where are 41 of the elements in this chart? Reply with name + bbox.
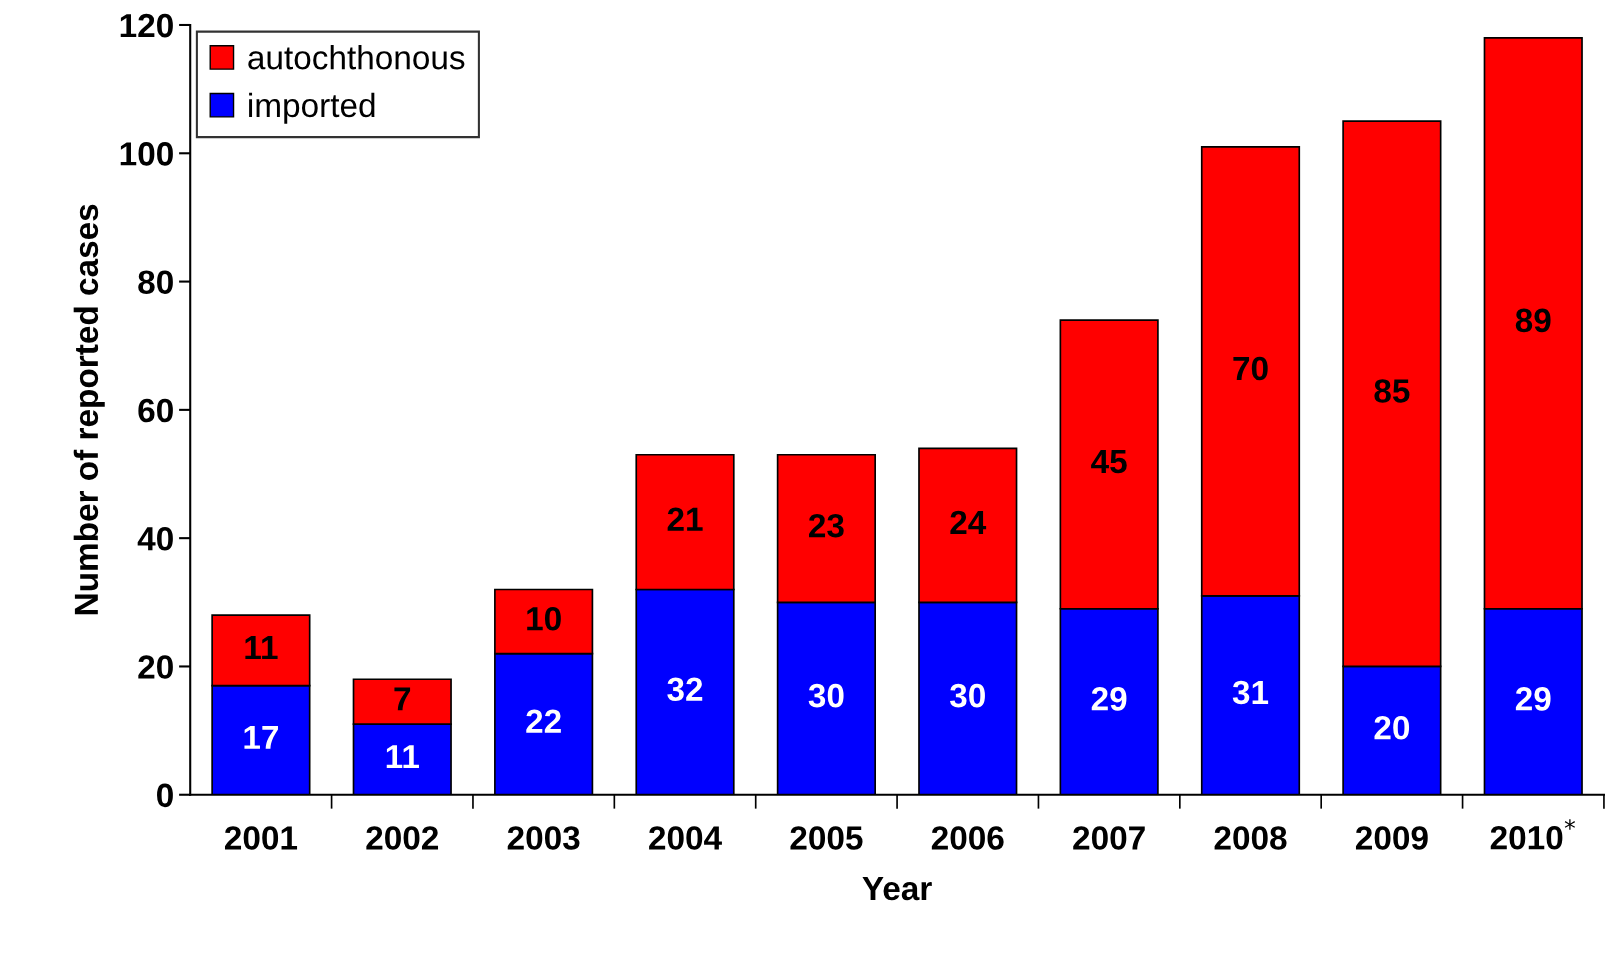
y-axis-title: Number of reported cases: [73, 204, 105, 615]
x-tick-label: 2002: [366, 826, 439, 850]
x-tick-label: 2009: [1355, 826, 1428, 850]
data-label: 23: [809, 513, 844, 538]
data-label: 7: [394, 687, 411, 711]
y-tick-label: 80: [138, 270, 173, 294]
x-tick-label: 2004: [649, 826, 722, 850]
data-label: 29: [1091, 687, 1127, 711]
data-label: 21: [667, 507, 703, 531]
y-tick-label: 0: [157, 783, 173, 808]
x-axis-title: Year: [862, 877, 932, 901]
data-label: 45: [1091, 450, 1127, 474]
data-label: 10: [527, 606, 561, 631]
legend-label: autochthonous: [248, 44, 465, 70]
legend-label: imported: [249, 92, 375, 124]
x-tick-label: 2008: [1214, 826, 1287, 850]
x-tick-label: 2005: [790, 826, 863, 850]
x-tick-label: 2003: [507, 826, 580, 850]
data-label: 89: [1515, 308, 1551, 333]
y-tick-label: 40: [137, 526, 173, 551]
data-label: 30: [949, 683, 985, 708]
data-label: 70: [1233, 356, 1268, 381]
data-label: 11: [386, 745, 419, 769]
data-label: 32: [667, 677, 703, 702]
data-label: 29: [1515, 687, 1551, 711]
data-label: 20: [1374, 715, 1410, 740]
data-label: 11: [245, 636, 278, 660]
data-label: 31: [1232, 680, 1269, 705]
data-label: 22: [526, 709, 561, 733]
x-tick-label: 2007: [1073, 826, 1145, 850]
data-label: 85: [1374, 379, 1410, 403]
x-tick-label: 2006: [931, 826, 1004, 850]
data-label: 17: [244, 725, 278, 749]
x-tick-label: 2001: [224, 826, 298, 850]
data-label: 24: [950, 510, 987, 534]
x-tick-label: 2010$^{*}$: [1490, 819, 1576, 850]
y-tick-label: 20: [138, 655, 173, 679]
y-tick-label: 120: [120, 13, 173, 38]
data-label: 30: [808, 683, 844, 708]
y-tick-label: 60: [138, 398, 173, 423]
y-tick-label: 100: [120, 142, 173, 166]
